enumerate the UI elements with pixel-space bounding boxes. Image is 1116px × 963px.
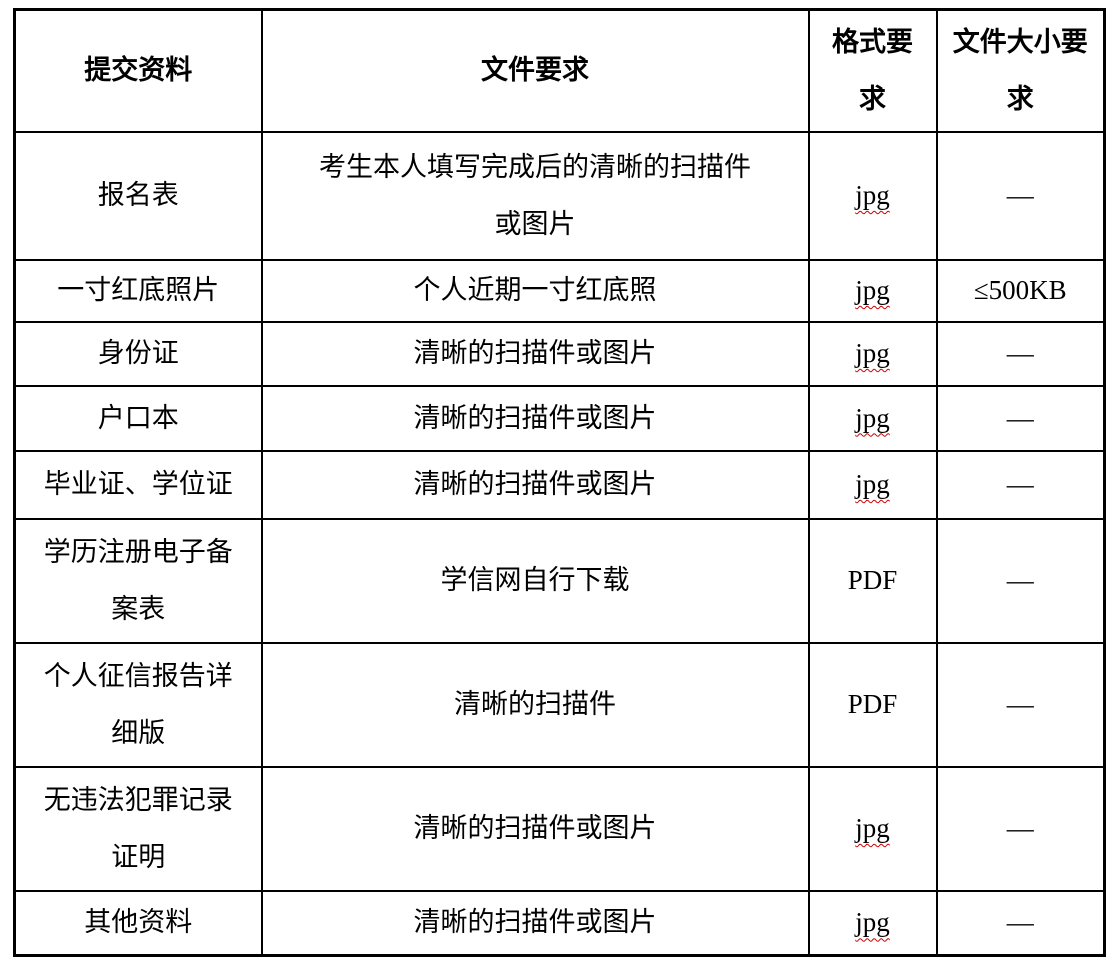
format-cell: jpg (807, 258, 938, 323)
size-cell: ≤500KB (935, 258, 1106, 323)
requirement-cell: 考生本人填写完成后的清晰的扫描件 或图片 (260, 130, 810, 261)
format-cell: jpg (807, 384, 938, 452)
material-cell: 学历注册电子备 案表 (13, 517, 263, 644)
table-row: 一寸红底照片 个人近期一寸红底照 jpg ≤500KB (13, 258, 1106, 323)
requirement-cell: 学信网自行下载 (260, 517, 810, 644)
table-row: 个人征信报告详 细版 清晰的扫描件 PDF — (13, 641, 1106, 768)
requirement-cell: 清晰的扫描件 (260, 641, 810, 768)
material-cell: 户口本 (13, 384, 263, 452)
requirement-cell: 清晰的扫描件或图片 (260, 765, 810, 892)
material-cell: 个人征信报告详 细版 (13, 641, 263, 768)
material-cell: 一寸红底照片 (13, 258, 263, 323)
size-cell: — (935, 641, 1106, 768)
header-cell-size: 文件大小要 求 (935, 8, 1106, 133)
size-cell: — (935, 449, 1106, 520)
table-row: 其他资料 清晰的扫描件或图片 jpg — (13, 889, 1106, 957)
size-cell: — (935, 765, 1106, 892)
table-row: 学历注册电子备 案表 学信网自行下载 PDF — (13, 517, 1106, 644)
format-cell: PDF (807, 517, 938, 644)
requirement-cell: 清晰的扫描件或图片 (260, 320, 810, 387)
material-cell: 身份证 (13, 320, 263, 387)
table-row: 无违法犯罪记录 证明 清晰的扫描件或图片 jpg — (13, 765, 1106, 892)
table-row: 户口本 清晰的扫描件或图片 jpg — (13, 384, 1106, 452)
table-row: 身份证 清晰的扫描件或图片 jpg — (13, 320, 1106, 387)
format-cell: jpg (807, 889, 938, 957)
table-row: 报名表 考生本人填写完成后的清晰的扫描件 或图片 jpg — (13, 130, 1106, 261)
size-cell: — (935, 517, 1106, 644)
size-cell: — (935, 384, 1106, 452)
format-cell: jpg (807, 765, 938, 892)
header-cell-format: 格式要 求 (807, 8, 938, 133)
size-cell: — (935, 320, 1106, 387)
requirements-table: 提交资料 文件要求 格式要 求 文件大小要 求 报名表 考生本人填写完成后的清晰… (13, 8, 1106, 957)
material-cell: 无违法犯罪记录 证明 (13, 765, 263, 892)
format-cell: jpg (807, 320, 938, 387)
header-cell-material: 提交资料 (13, 8, 263, 133)
material-cell: 其他资料 (13, 889, 263, 957)
table-row: 毕业证、学位证 清晰的扫描件或图片 jpg — (13, 449, 1106, 520)
table-header-row: 提交资料 文件要求 格式要 求 文件大小要 求 (13, 8, 1106, 133)
format-cell: jpg (807, 449, 938, 520)
requirement-cell: 清晰的扫描件或图片 (260, 889, 810, 957)
format-cell: PDF (807, 641, 938, 768)
size-cell: — (935, 889, 1106, 957)
requirement-cell: 清晰的扫描件或图片 (260, 384, 810, 452)
format-cell: jpg (807, 130, 938, 261)
requirement-cell: 清晰的扫描件或图片 (260, 449, 810, 520)
size-cell: — (935, 130, 1106, 261)
material-cell: 毕业证、学位证 (13, 449, 263, 520)
header-cell-requirement: 文件要求 (260, 8, 810, 133)
material-cell: 报名表 (13, 130, 263, 261)
requirement-cell: 个人近期一寸红底照 (260, 258, 810, 323)
